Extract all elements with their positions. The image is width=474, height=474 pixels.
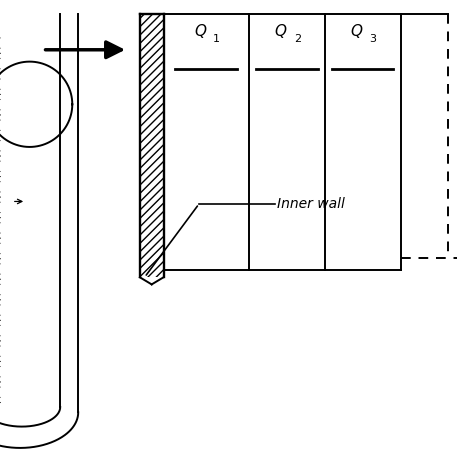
Text: 3: 3 xyxy=(370,34,376,45)
Text: Inner wall: Inner wall xyxy=(277,197,345,211)
Text: 1: 1 xyxy=(213,34,220,45)
Bar xyxy=(140,14,164,277)
Text: $Q$: $Q$ xyxy=(350,22,364,40)
Text: $Q$: $Q$ xyxy=(274,22,288,40)
Text: 2: 2 xyxy=(293,34,301,45)
Text: $Q$: $Q$ xyxy=(194,22,207,40)
